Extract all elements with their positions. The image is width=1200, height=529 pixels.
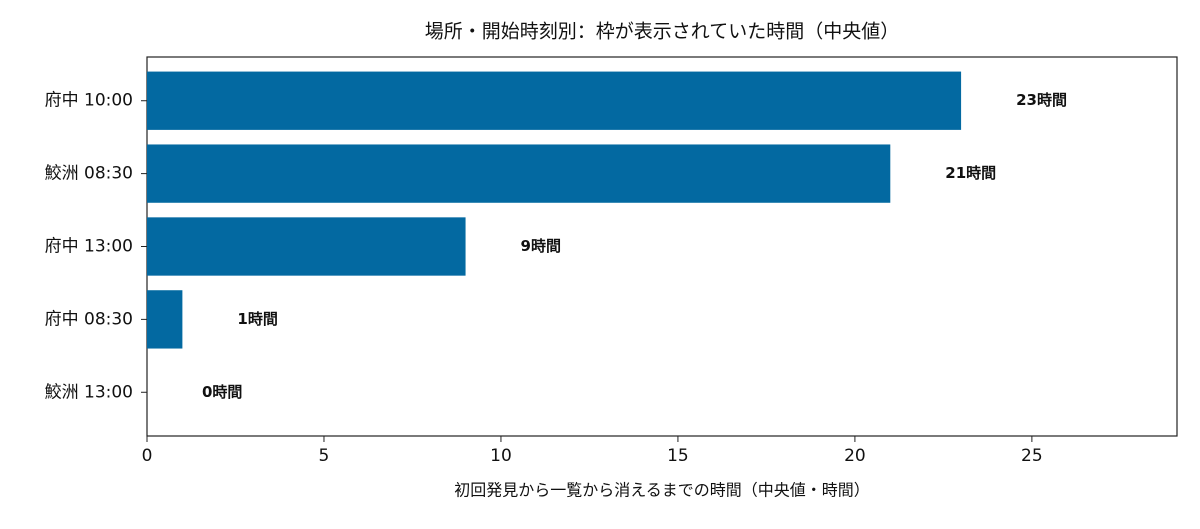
bar <box>147 217 466 276</box>
x-tick-label: 5 <box>319 446 330 466</box>
value-label: 9時間 <box>521 237 561 255</box>
y-tick-label: 鮫洲 08:30 <box>45 164 133 184</box>
bar <box>147 290 183 349</box>
y-tick-label: 鮫洲 13:00 <box>45 382 133 402</box>
x-axis-label: 初回発見から一覧から消えるまでの時間（中央値・時間） <box>454 481 870 500</box>
value-label: 0時間 <box>202 383 242 401</box>
x-tick-label: 15 <box>667 446 689 466</box>
value-label: 1時間 <box>237 310 277 328</box>
y-tick-label: 府中 13:00 <box>45 237 133 257</box>
bar <box>147 71 962 130</box>
x-tick-label: 20 <box>844 446 866 466</box>
value-label: 23時間 <box>1016 91 1067 109</box>
bar <box>147 144 891 203</box>
chart-title: 場所・開始時刻別：枠が表示されていた時間（中央値） <box>425 21 899 43</box>
value-label: 21時間 <box>945 164 996 182</box>
y-tick-label: 府中 08:30 <box>45 309 133 329</box>
x-tick-label: 0 <box>142 446 153 466</box>
x-tick-label: 10 <box>490 446 512 466</box>
y-tick-label: 府中 10:00 <box>45 91 133 111</box>
x-tick-label: 25 <box>1021 446 1043 466</box>
